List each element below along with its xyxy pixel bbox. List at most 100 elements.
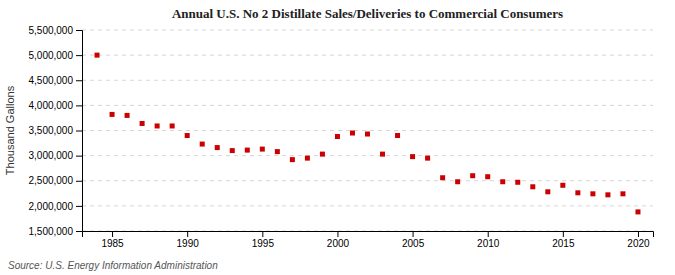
point [425, 156, 430, 161]
tick-label: 2,000,000 [29, 201, 74, 212]
point [155, 123, 160, 128]
grid-line [82, 180, 653, 181]
tick: 2020 [627, 231, 650, 249]
tick-mark [76, 181, 82, 182]
tick-mark [413, 231, 414, 237]
tick: 1985 [101, 231, 124, 249]
point [110, 112, 115, 117]
tick: 3,500,000 [29, 125, 83, 136]
y-axis: 1,500,000 2,000,000 2,500,000 3,000,000 3,50… [29, 25, 83, 237]
tick-label: 1985 [101, 238, 124, 249]
tick: 1990 [177, 231, 200, 249]
grid-line [82, 205, 653, 206]
tick: 2015 [552, 231, 575, 249]
tick: 2,500,000 [29, 175, 83, 186]
point [245, 148, 250, 153]
point [200, 142, 205, 147]
point [515, 180, 520, 185]
tick-mark [76, 231, 82, 232]
tick-label: 1990 [177, 238, 200, 249]
tick-label: 1995 [252, 238, 275, 249]
tick-label: 2000 [327, 238, 350, 249]
point [590, 191, 595, 196]
tick-label: 3,500,000 [29, 125, 74, 136]
tick-label: 2,500,000 [29, 175, 74, 186]
tick-mark [76, 206, 82, 207]
title: Annual U.S. No 2 Distillate Sales/Delive… [172, 6, 563, 21]
tick-mark [76, 30, 82, 31]
grid [82, 30, 653, 231]
tick: 2005 [402, 231, 425, 249]
tick-label: 2015 [552, 238, 575, 249]
point [395, 133, 400, 138]
grid-line [82, 155, 653, 156]
axis-line [76, 31, 83, 232]
point [215, 145, 220, 150]
point [320, 152, 325, 157]
point [560, 183, 565, 188]
tick-label: 4,500,000 [29, 75, 74, 86]
point [125, 113, 130, 118]
tick: 2,000,000 [29, 201, 83, 212]
point [470, 173, 475, 178]
point [485, 174, 490, 179]
tick: 4,000,000 [29, 100, 83, 111]
tick: 5,500,000 [29, 25, 83, 36]
tick-mark [76, 105, 82, 106]
axis-line [83, 232, 654, 238]
tick-label: 4,000,000 [29, 100, 74, 111]
tick-mark [76, 156, 82, 157]
tick-label: 5,500,000 [29, 25, 74, 36]
tick-label: 2020 [627, 238, 650, 249]
tick: 4,500,000 [29, 75, 83, 86]
chart: 1985 1990 1995 2000 2005 2010 2015 2020 1,500,00… [0, 0, 675, 275]
points [95, 53, 641, 215]
point [500, 179, 505, 184]
tick-mark [187, 231, 188, 237]
tick-label: 5,000,000 [29, 50, 74, 61]
tick-mark [638, 231, 639, 237]
tick: 5,000,000 [29, 50, 83, 61]
point [230, 148, 235, 153]
tick: 2000 [327, 231, 350, 249]
tick-mark [76, 131, 82, 132]
grid-line [82, 55, 653, 56]
tick-mark [76, 55, 82, 56]
point [380, 152, 385, 157]
grid-line [82, 30, 653, 31]
tick-mark [262, 231, 263, 237]
tick-mark [488, 231, 489, 237]
y-axis-title: Thousand Gallons [4, 85, 16, 175]
point [365, 132, 370, 137]
tick-mark [337, 231, 338, 237]
tick-label: 3,000,000 [29, 150, 74, 161]
point [140, 121, 145, 126]
point [545, 189, 550, 194]
tick-label: 1,500,000 [29, 226, 74, 237]
grid-line [82, 80, 653, 81]
point [335, 134, 340, 139]
tick-mark [563, 231, 564, 237]
tick-mark [76, 80, 82, 81]
point [275, 149, 280, 154]
grid-line [82, 105, 653, 106]
point [575, 190, 580, 195]
tick: 3,000,000 [29, 150, 83, 161]
tick: 1995 [252, 231, 275, 249]
point [530, 184, 535, 189]
point [260, 147, 265, 152]
tick-label: 2010 [477, 238, 500, 249]
point [95, 53, 100, 58]
point [170, 123, 175, 128]
point [185, 133, 190, 138]
x-axis: 1985 1990 1995 2000 2005 2010 2015 2020 [83, 231, 654, 249]
source: Source: U.S. Energy Information Administ… [8, 260, 218, 271]
tick-mark [112, 231, 113, 237]
tick: 2010 [477, 231, 500, 249]
point [620, 191, 625, 196]
tick-label: 2005 [402, 238, 425, 249]
grid-line [82, 130, 653, 131]
point [455, 179, 460, 184]
point [350, 131, 355, 136]
point [410, 154, 415, 159]
